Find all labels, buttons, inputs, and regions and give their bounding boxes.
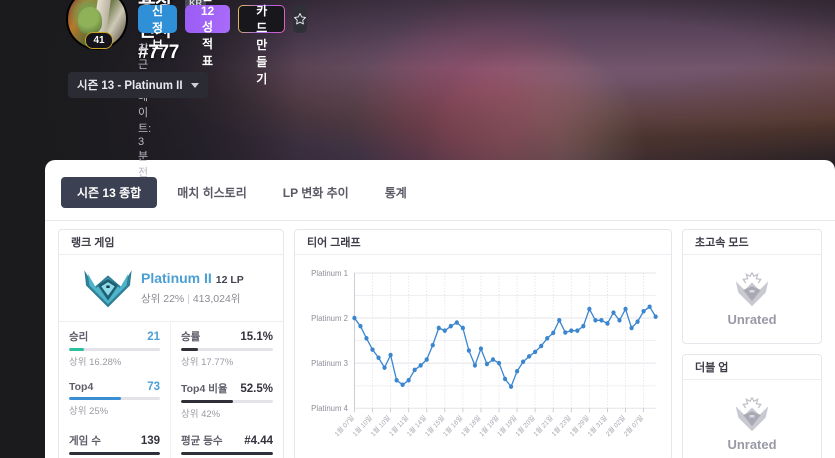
mode-card: 더블 업 Unrated: [682, 354, 822, 458]
stat-label: 평균 등수: [181, 435, 223, 447]
tier-graph-plot: Platinum 1 Platinum 2 Platinum 3 Platinum 4…: [295, 255, 671, 458]
profile-action-buttons: 최신 정보 시즌 12 성적표 닥지지 카드 만들기: [138, 0, 308, 86]
stat-label: Top4: [69, 381, 94, 393]
tier-graph-title: 티어 그래프: [295, 230, 671, 255]
stat-label: 승리: [69, 331, 89, 343]
stat-value: #4.44: [244, 435, 273, 447]
rank-text: Platinum II 12 LP 상위 22% | 413,024위: [141, 270, 244, 306]
content-panel: 시즌 13 종합 매치 히스토리 LP 변화 추이 통계 랭크 게임: [45, 160, 835, 458]
tab-3[interactable]: 통계: [384, 186, 407, 200]
rank-lp: 12 LP: [215, 274, 244, 286]
avatar-image: [66, 0, 128, 50]
rank-card-title: 랭크 게임: [59, 230, 283, 255]
tab-1[interactable]: 매치 히스토리: [177, 186, 247, 200]
tab-bar: 시즌 13 종합 매치 히스토리 LP 변화 추이 통계: [45, 160, 835, 208]
rank-card: 랭크 게임 Platinum II 12 LP: [58, 229, 284, 458]
stat-label: 게임 수: [69, 435, 101, 447]
stat-label: 승률: [181, 331, 201, 343]
season-select[interactable]: 시즌 13 - Platinum II: [68, 72, 208, 98]
stat-item: 승리 21 상위 16.28%: [59, 322, 171, 374]
rank-summary: Platinum II 12 LP 상위 22% | 413,024위: [59, 255, 283, 321]
last-update-text: 최근 업데이트: 3분 전: [138, 43, 152, 179]
rank-percentile-value: 상위 22%: [141, 293, 185, 305]
y-axis-tick: Platinum 1: [311, 269, 348, 278]
stat-item: 게임 수139상위 25.9%: [59, 426, 171, 458]
mode-title: 더블 업: [683, 355, 821, 380]
x-axis-tick: 1월 10일: [369, 413, 392, 438]
x-axis-tick: 2월 07일: [622, 413, 645, 438]
chevron-down-icon: [191, 82, 199, 88]
mode-card: 초고속 모드 Unrated: [682, 229, 822, 344]
rank-column: 랭크 게임 Platinum II 12 LP: [58, 229, 284, 458]
tier-graph-svg: Platinum 1 Platinum 2 Platinum 3 Platinum 4…: [311, 269, 658, 438]
mode-body: Unrated: [683, 380, 821, 458]
mode-title: 초고속 모드: [683, 230, 821, 255]
y-axis-tick: Platinum 2: [311, 314, 348, 323]
stat-item: 승률 15.1% 상위 17.77%: [171, 322, 283, 374]
stat-item: 평균 등수 #4.44: [171, 426, 283, 458]
stat-bar: [181, 452, 273, 455]
stat-bar: [69, 397, 160, 400]
make-card-button[interactable]: 닥지지 카드 만들기: [238, 0, 285, 86]
rank-percentile: 상위 22% | 413,024위: [141, 293, 241, 305]
stat-sub: 상위 16.28%: [69, 357, 122, 368]
y-axis-tick: Platinum 4: [311, 404, 348, 413]
favorite-button[interactable]: [293, 5, 308, 33]
y-axis-tick: Platinum 3: [311, 359, 348, 368]
stat-sub: 상위 42%: [181, 409, 221, 420]
modes-column: 초고속 모드 Unrated 더블 업 Unrated: [682, 229, 822, 458]
tab-underline: [45, 220, 835, 221]
stat-sub: 상위 17.77%: [181, 357, 234, 368]
platinum-emblem-icon: [84, 270, 132, 308]
stat-bar: [181, 348, 273, 351]
mode-body: Unrated: [683, 255, 821, 343]
tier-graph-card: 티어 그래프 Platinum 1 Platinum 2 Platinum 3 Pla…: [294, 229, 672, 458]
stat-value: 139: [140, 435, 160, 447]
tab-2[interactable]: LP 변화 추이: [282, 186, 349, 200]
stat-bar: [181, 400, 273, 403]
stat-item: Top4 73 상위 25%: [59, 374, 171, 426]
stat-value: 52.5%: [240, 383, 273, 395]
mode-status: Unrated: [727, 312, 777, 327]
rank-tier: Platinum II: [141, 270, 212, 286]
region-badge: KR: [185, 0, 207, 9]
stat-bar: [69, 348, 160, 351]
tier-graph-column: 티어 그래프 Platinum 1 Platinum 2 Platinum 3 Pla…: [294, 229, 672, 458]
tier-crest-icon: [735, 397, 769, 432]
rank-position-value: 413,024위: [192, 293, 241, 305]
refresh-button[interactable]: 최신 정보: [138, 0, 178, 52]
season12-report-button[interactable]: 시즌 12 성적표: [185, 0, 231, 68]
season-select-value: 시즌 13 - Platinum II: [77, 80, 183, 92]
stat-item: Top4 비율 52.5% 상위 42%: [171, 374, 283, 426]
avatar[interactable]: 41: [66, 0, 132, 54]
stat-bar: [69, 452, 160, 455]
stat-value: 15.1%: [240, 331, 273, 343]
star-icon: [294, 13, 307, 25]
main-content: 랭크 게임 Platinum II 12 LP: [45, 221, 835, 458]
mode-status: Unrated: [727, 437, 777, 452]
tab-0[interactable]: 시즌 13 종합: [61, 177, 158, 208]
stat-sub: 상위 25%: [69, 406, 109, 417]
stats-grid: 승리 21 상위 16.28% 승률 15.1% 상위 17.77% Top4 73 상위 25…: [59, 321, 283, 458]
level-badge: 41: [85, 32, 113, 49]
stat-value: 21: [147, 331, 160, 343]
stat-value: 73: [147, 381, 160, 393]
tier-crest-icon: [735, 272, 769, 307]
stat-label: Top4 비율: [181, 383, 228, 395]
